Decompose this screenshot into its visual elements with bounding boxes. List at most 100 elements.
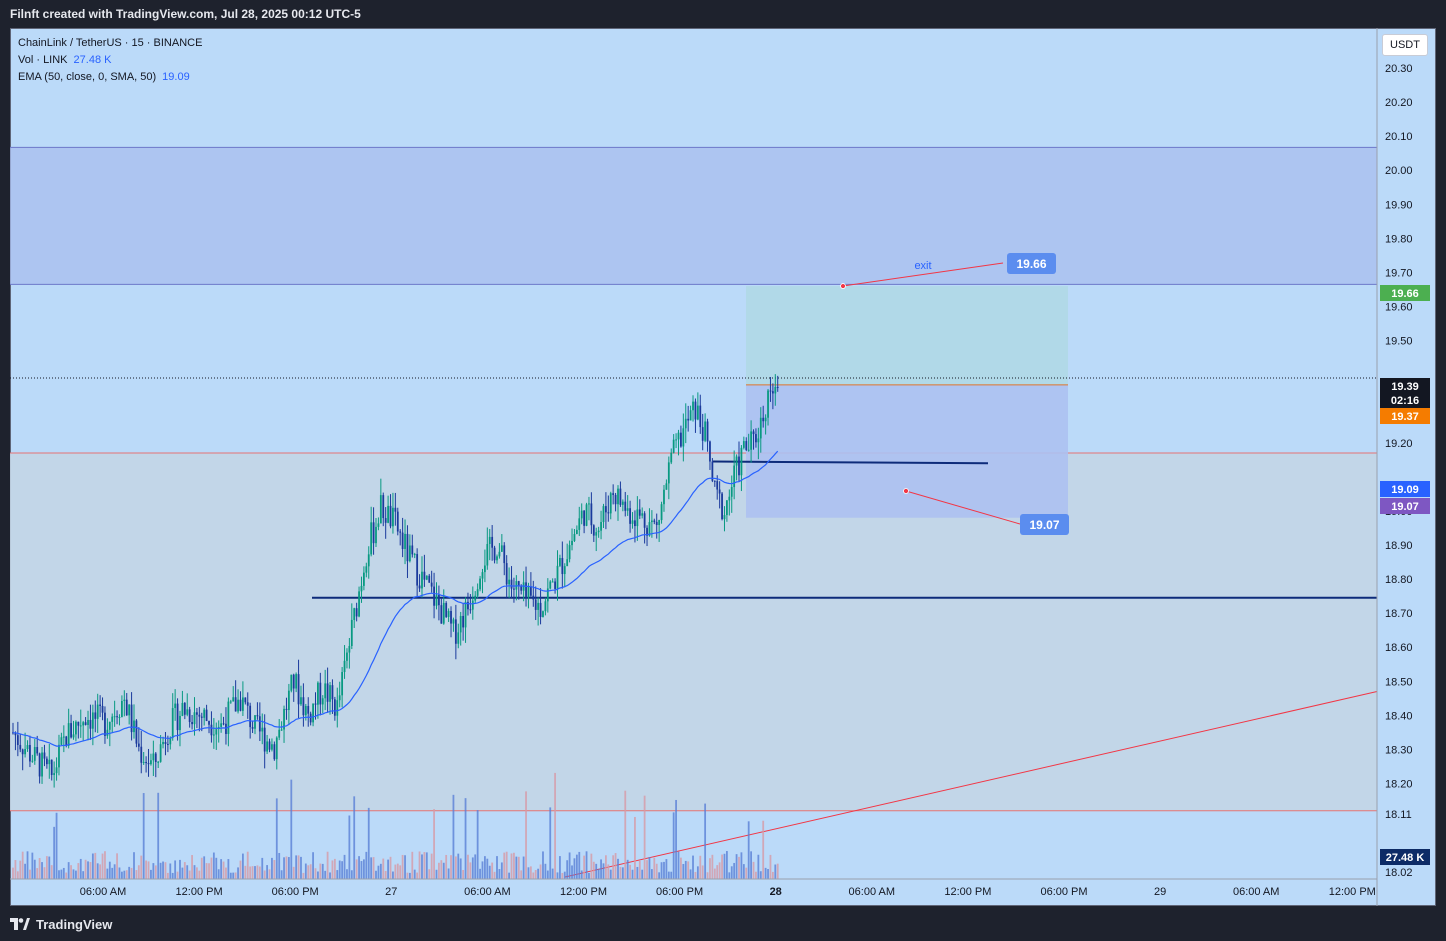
volume-bar	[767, 869, 769, 879]
volume-bar	[116, 853, 118, 879]
candle-body	[58, 744, 60, 768]
candle-body	[709, 441, 711, 462]
currency-unit-button[interactable]: USDT	[1382, 34, 1428, 56]
candle-body	[694, 401, 697, 420]
candle-body	[556, 565, 559, 589]
volume-bar	[309, 864, 312, 879]
candle-body	[43, 752, 46, 759]
candle-body	[459, 615, 462, 633]
candle-body	[382, 495, 385, 519]
candle-body	[360, 585, 363, 592]
candle-body	[159, 744, 162, 762]
volume-bar	[467, 854, 469, 879]
candle-body	[212, 734, 215, 736]
volume-bar	[498, 869, 501, 879]
volume-layer	[12, 772, 779, 879]
volume-bar	[629, 864, 631, 879]
candle-body	[45, 758, 48, 765]
candle-body	[428, 575, 431, 583]
volume-bar	[396, 863, 399, 879]
volume-bar	[496, 856, 498, 879]
candle-body	[394, 507, 397, 512]
volume-bar	[696, 866, 699, 879]
candle-body	[53, 773, 56, 776]
volume-bar	[111, 867, 114, 879]
time-tick-label: 06:00 AM	[464, 886, 510, 898]
price-tick-label: 18.90	[1385, 540, 1413, 552]
tradingview-logo[interactable]: TradingView	[10, 916, 112, 932]
candle-body	[106, 729, 109, 736]
volume-bar	[556, 872, 559, 879]
volume-bar	[135, 870, 138, 879]
candle-body	[600, 522, 602, 531]
candle-body	[757, 438, 760, 443]
volume-bar	[278, 852, 281, 879]
demand-region	[10, 453, 1377, 811]
candle-body	[568, 545, 571, 560]
volume-bar	[641, 869, 644, 879]
volume-bar	[648, 857, 651, 879]
candle-body	[225, 723, 227, 734]
volume-bar	[118, 867, 121, 879]
candle-body	[755, 434, 757, 443]
volume-bar	[302, 872, 305, 879]
volume-bar	[128, 866, 131, 879]
price-chart[interactable]: exit 19.66 19.07 20.30 20.20 20.10 20.00 19.90…	[10, 28, 1436, 906]
volume-bar	[663, 861, 665, 879]
chart-frame[interactable]: exit 19.66 19.07 20.30 20.20 20.10 20.00 19.90…	[10, 28, 1436, 906]
candle-body	[759, 417, 762, 439]
volume-bar	[459, 858, 462, 879]
candle-body	[488, 536, 491, 544]
stop-zone	[746, 384, 1068, 518]
volume-bar	[372, 857, 375, 879]
volume-bar	[529, 866, 532, 879]
price-tick-label: 18.11	[1385, 809, 1412, 821]
volume-bar	[706, 872, 709, 879]
volume-bar	[353, 796, 356, 879]
volume-bar	[742, 864, 745, 879]
candle-body	[307, 705, 310, 714]
candle-body	[280, 729, 283, 731]
candle-body	[227, 701, 230, 734]
volume-bar	[713, 868, 716, 879]
volume-bar	[510, 853, 513, 879]
volume-bar	[50, 865, 53, 879]
price-badge-label: 19.09	[1391, 484, 1419, 496]
candle-body	[605, 506, 607, 513]
candle-body	[333, 699, 336, 716]
candle-body	[104, 712, 106, 736]
target-zone	[746, 286, 1068, 385]
candle-body	[203, 709, 206, 718]
volume-bar	[672, 812, 675, 879]
volume-bar	[747, 821, 750, 879]
volume-bar	[188, 870, 191, 879]
candle-body	[517, 581, 520, 587]
price-tick-label: 19.20	[1385, 438, 1413, 450]
volume-bar	[454, 856, 457, 879]
volume-bar	[568, 852, 571, 879]
volume-bar	[771, 871, 774, 879]
volume-bar	[166, 872, 169, 879]
volume-bar	[539, 864, 542, 879]
price-tick-label: 20.20	[1385, 97, 1413, 109]
volume-bar	[578, 851, 581, 879]
candle-body	[689, 410, 692, 421]
volume-bar	[348, 815, 351, 879]
consolidation-line	[712, 460, 989, 465]
volume-bar	[137, 865, 140, 879]
candle-body	[365, 566, 368, 573]
candle-body	[476, 589, 479, 596]
candle-body	[532, 595, 535, 600]
candle-body	[561, 558, 564, 575]
time-tick-label: 12:00 PM	[1329, 886, 1376, 898]
candle-body	[413, 554, 416, 556]
candle-body	[745, 441, 748, 450]
candle-body	[377, 523, 380, 527]
volume-bar	[338, 860, 341, 879]
candle-body	[321, 698, 324, 705]
candle-body	[546, 588, 549, 602]
ema-layer	[12, 450, 779, 747]
candle-body	[152, 753, 155, 761]
volume-bar	[384, 871, 387, 879]
volume-bar	[515, 856, 518, 879]
